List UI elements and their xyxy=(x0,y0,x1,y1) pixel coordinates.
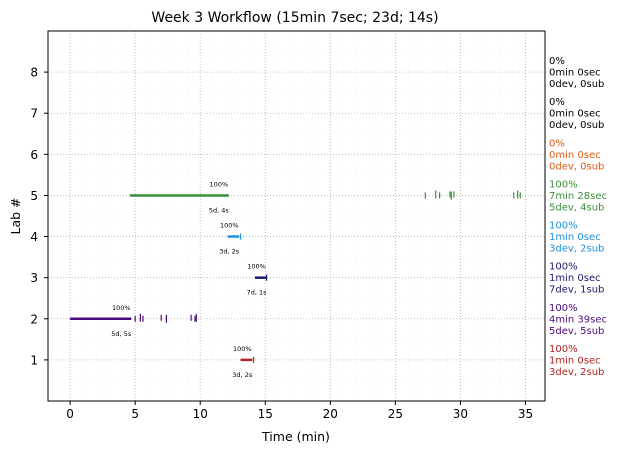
x-tick-label: 25 xyxy=(388,407,403,421)
lab-7-side-label-0: 0% xyxy=(549,97,565,108)
lab-8-side-label-2: 0dev, 0sub xyxy=(549,79,604,90)
y-tick-label: 4 xyxy=(30,230,38,244)
lab-3-percent-label: 100% xyxy=(247,263,266,271)
chart-title: Week 3 Workflow (15min 7sec; 23d; 14s) xyxy=(151,10,438,26)
lab-2-side-label-2: 5dev, 5sub xyxy=(549,326,604,337)
lab-4-side-label-2: 3dev, 2sub xyxy=(549,244,604,255)
lab-2-side-label-0: 100% xyxy=(549,303,578,314)
lab-4-percent-label: 100% xyxy=(220,222,239,230)
lab-3-side-label-2: 7dev, 1sub xyxy=(549,285,604,296)
y-tick-label: 7 xyxy=(30,107,38,121)
lab-2-side-label-1: 4min 39sec xyxy=(549,314,607,325)
lab-6-side-label-0: 0% xyxy=(549,138,565,149)
lab-1-side-label-0: 100% xyxy=(549,344,578,355)
plot-frame xyxy=(47,30,546,402)
x-tick-label: 20 xyxy=(323,407,338,421)
lab-2-percent-label: 100% xyxy=(112,304,131,312)
y-axis-label: Lab # xyxy=(8,197,23,234)
y-tick-label: 2 xyxy=(30,312,38,326)
y-tick-label: 6 xyxy=(30,148,38,162)
x-tick-label: 0 xyxy=(66,407,74,421)
y-tick-label: 3 xyxy=(30,271,38,285)
lab-1-side-label-2: 3dev, 2sub xyxy=(549,367,604,378)
x-tick-label: 30 xyxy=(453,407,468,421)
x-axis-label: Time (min) xyxy=(261,429,330,444)
lab-6-side-label-1: 0min 0sec xyxy=(549,150,601,161)
lab-7-side-label-2: 0dev, 0sub xyxy=(549,120,604,131)
lab-3-side-label-1: 1min 0sec xyxy=(549,273,601,284)
lab-4-count-label: 3d, 2s xyxy=(219,248,240,256)
x-tick-label: 5 xyxy=(131,407,139,421)
lab-5-side-label-1: 7min 28sec xyxy=(549,191,607,202)
lab-1-side-label-1: 1min 0sec xyxy=(549,355,601,366)
lab-7-side-label-1: 0min 0sec xyxy=(549,109,601,120)
axes: 0 5 10 15 20 25 30 35 1 2 3 4 5 6 7 8 xyxy=(30,66,533,421)
lab-3-count-label: 7d, 1s xyxy=(247,289,268,297)
lab-6-side-label-2: 0dev, 0sub xyxy=(549,161,604,172)
y-tick-label: 8 xyxy=(30,66,38,80)
lab-5-percent-label: 100% xyxy=(210,180,229,188)
lab-2-count-label: 5d, 5s xyxy=(111,330,132,338)
lab-3-side-label-0: 100% xyxy=(549,262,578,273)
lab-5-side-label-2: 5dev, 4sub xyxy=(549,202,604,213)
y-tick-label: 1 xyxy=(30,353,38,367)
y-tick-label: 5 xyxy=(30,189,38,203)
lab-5-count-label: 5d, 4s xyxy=(209,206,230,214)
lab-4-side-label-0: 100% xyxy=(549,221,578,232)
lab-1-count-label: 3d, 2s xyxy=(232,371,253,379)
lab-8-side-label-1: 0min 0sec xyxy=(549,68,601,79)
lab-5-side-label-0: 100% xyxy=(549,179,578,190)
x-tick-label: 15 xyxy=(258,407,273,421)
x-tick-label: 10 xyxy=(193,407,208,421)
lab-4-side-label-1: 1min 0sec xyxy=(549,232,601,243)
lab-8-side-label-0: 0% xyxy=(549,56,565,67)
grid xyxy=(48,31,545,401)
marks: 100% 3d, 2s 100% 5d, 5s 100% 7d, 1s 100% 3d, 2s… xyxy=(70,180,521,379)
lab-1-percent-label: 100% xyxy=(233,345,252,353)
x-tick-label: 35 xyxy=(518,407,533,421)
